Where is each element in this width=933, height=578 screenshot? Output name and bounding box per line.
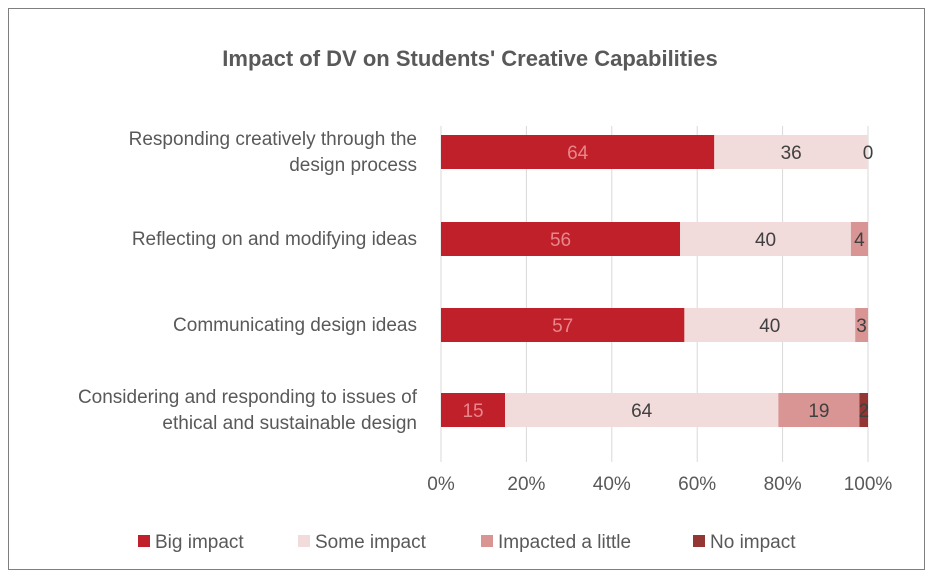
data-label: 2 xyxy=(858,401,869,422)
bar-impacted-a-little xyxy=(778,393,860,427)
x-tick-label: 40% xyxy=(593,474,631,495)
bars: 64 36 0 56 40 4 57 40 3 15 64 19 2 xyxy=(441,135,873,427)
legend-swatch xyxy=(298,535,310,547)
legend-swatch xyxy=(138,535,150,547)
bar-big-impact xyxy=(441,222,681,256)
legend-label: No impact xyxy=(710,532,796,553)
data-label: 40 xyxy=(755,230,776,251)
category-labels: Responding creatively through the design … xyxy=(78,129,418,434)
legend-swatch xyxy=(481,535,493,547)
x-tick-label: 100% xyxy=(844,474,893,495)
data-label: 15 xyxy=(462,401,483,422)
bar-impacted-a-little xyxy=(850,222,868,256)
category-label: Considering and responding to issues of e… xyxy=(78,387,418,434)
data-label: 19 xyxy=(808,401,829,422)
legend-label: Some impact xyxy=(315,532,427,553)
legend: Big impact Some impact Impacted a little No… xyxy=(138,532,796,553)
data-label: 56 xyxy=(550,230,571,251)
category-label: Communicating design ideas xyxy=(173,315,417,336)
x-tick-label: 80% xyxy=(764,474,802,495)
data-label: 64 xyxy=(567,143,589,164)
data-label: 36 xyxy=(781,143,802,164)
chart-title: Impact of DV on Students' Creative Capab… xyxy=(222,46,717,71)
category-label: Responding creatively through the design … xyxy=(129,129,417,176)
bar-big-impact xyxy=(441,135,715,169)
x-tick-label: 20% xyxy=(507,474,545,495)
x-tick-label: 60% xyxy=(678,474,716,495)
bar-some-impact xyxy=(714,135,868,169)
bar-impacted-a-little xyxy=(855,308,868,342)
category-label: Reflecting on and modifying ideas xyxy=(132,229,417,250)
bar-big-impact xyxy=(441,308,685,342)
legend-swatch xyxy=(693,535,705,547)
legend-label: Impacted a little xyxy=(498,532,631,553)
x-tick-label: 0% xyxy=(427,474,455,495)
data-label: 3 xyxy=(856,316,867,337)
data-label: 40 xyxy=(759,316,780,337)
bar-big-impact xyxy=(441,393,506,427)
data-label: 4 xyxy=(854,230,865,251)
data-label: 57 xyxy=(552,316,573,337)
legend-label: Big impact xyxy=(155,532,244,553)
x-axis-ticks: 0% 20% 40% 60% 80% 100% xyxy=(427,474,892,495)
bar-some-impact xyxy=(680,222,851,256)
data-label: 0 xyxy=(863,143,874,164)
chart-frame xyxy=(8,8,925,570)
bar-some-impact xyxy=(684,308,856,342)
bar-some-impact xyxy=(505,393,779,427)
data-label: 64 xyxy=(631,401,653,422)
bar-no-impact xyxy=(859,393,868,427)
